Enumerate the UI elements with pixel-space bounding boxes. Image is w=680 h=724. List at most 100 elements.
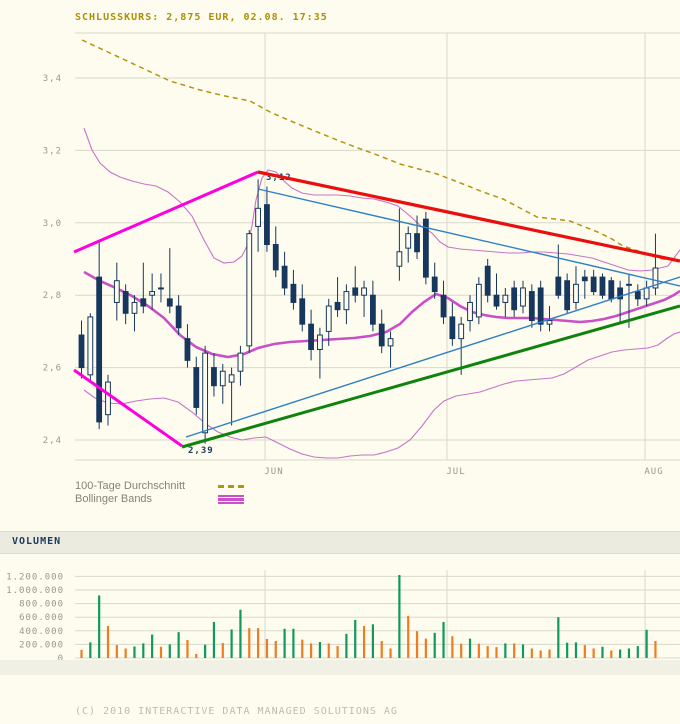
candle-body: [211, 367, 217, 387]
volume-bar: [442, 621, 445, 658]
candle-body: [361, 287, 367, 296]
month-axis-label: AUG: [644, 467, 663, 477]
candle-body: [484, 265, 491, 296]
candle-body: [617, 287, 624, 300]
ma-dashed-line-swatch-icon: [218, 485, 244, 492]
volume-bar: [371, 624, 374, 658]
copyright-footer: (C) 2010 INTERACTIVE DATA MANAGED SOLUTI…: [75, 706, 398, 717]
volume-axis-tick-label: 400.000: [19, 627, 64, 637]
candle-body: [369, 294, 376, 325]
candle-body: [449, 316, 456, 340]
volume-bar: [592, 648, 595, 658]
candle-body: [158, 287, 164, 290]
volume-bar: [248, 628, 251, 658]
volume-bar: [601, 646, 604, 658]
price-axis-tick-label: 3,0: [43, 219, 62, 229]
volume-bar: [283, 628, 286, 658]
bollinger-middle-band-line: [83, 270, 680, 359]
candle-body: [378, 323, 385, 347]
magenta-trendline-upper: [73, 170, 259, 254]
volume-bar: [398, 575, 401, 658]
red-resistance-trendline: [257, 170, 680, 263]
candle-body: [440, 294, 447, 318]
candle-body: [202, 352, 209, 434]
volume-bar: [151, 634, 154, 658]
volume-bar: [115, 645, 118, 658]
candle-body: [149, 291, 156, 296]
price-annotation: 2,39: [188, 446, 214, 456]
volume-bar: [292, 628, 295, 658]
legend-row-bollinger: Bollinger Bands: [75, 493, 335, 506]
candle-body: [626, 283, 632, 286]
candle-body: [343, 291, 350, 311]
candle-body: [458, 323, 465, 340]
green-support-trendline: [181, 304, 680, 449]
candle-body: [255, 207, 261, 227]
price-axis-tick-label: 3,2: [43, 146, 62, 156]
volume-bar: [142, 643, 145, 658]
price-axis-tick-label: 2,6: [43, 364, 62, 374]
bollinger-lower-band-line: [83, 331, 680, 459]
volume-bar: [301, 639, 304, 658]
volume-bar: [574, 642, 578, 658]
volume-bar: [362, 626, 366, 658]
volume-bar: [380, 641, 383, 658]
candle-body: [264, 204, 270, 246]
candle-body: [308, 323, 314, 351]
month-axis-label: JUL: [446, 467, 465, 477]
volume-bar: [230, 629, 233, 658]
volume-bar: [566, 642, 569, 658]
volume-bar: [204, 644, 207, 658]
volume-bar: [133, 646, 136, 658]
volume-bar: [521, 644, 525, 658]
candle-body: [387, 338, 394, 347]
volume-bar: [627, 648, 631, 658]
volume-bar: [636, 646, 639, 658]
candle-body: [590, 276, 597, 293]
blue-trendline-upper: [257, 188, 680, 287]
candle-body: [140, 298, 147, 307]
volume-bar: [336, 646, 339, 658]
volume-bar: [433, 632, 436, 658]
volume-axis-tick-label: 600.000: [19, 613, 64, 623]
candle-body: [634, 291, 641, 300]
candle-body: [299, 298, 306, 325]
candle-body: [493, 294, 500, 307]
volume-bar: [327, 643, 330, 658]
volume-bar: [221, 643, 224, 658]
price-annotation: 3,12: [266, 173, 292, 183]
month-axis-label: JUN: [264, 467, 283, 477]
volume-bar: [274, 641, 277, 658]
candle-body: [546, 320, 553, 325]
volume-bar: [124, 648, 127, 658]
volume-bar: [186, 639, 189, 658]
candle-body: [78, 334, 85, 369]
candle-body: [352, 287, 359, 296]
volume-bar: [619, 649, 622, 658]
candle-body: [511, 287, 518, 311]
volume-bar: [212, 621, 216, 658]
volume-bar: [106, 626, 110, 658]
candle-body: [431, 276, 438, 293]
candle-body: [290, 283, 297, 303]
volume-bar: [257, 628, 260, 658]
volume-bar: [530, 648, 533, 658]
candle-body: [105, 381, 111, 416]
volume-axis-tick-label: 800.000: [19, 600, 64, 610]
volume-bar: [424, 638, 427, 658]
price-axis-tick-label: 2,8: [43, 291, 62, 301]
volume-bar: [168, 644, 171, 658]
candle-body: [467, 301, 473, 322]
legend-row-ma: 100-Tage Durchschnitt: [75, 480, 335, 493]
candle-body: [317, 334, 323, 350]
volume-bar: [345, 633, 348, 658]
candle-body: [113, 280, 120, 303]
candle-body: [599, 276, 606, 296]
candle-body: [246, 233, 253, 347]
volume-axis-tick-label: 1.200.000: [6, 572, 64, 582]
volume-bar: [195, 653, 198, 658]
volume-bar: [495, 647, 498, 658]
volume-bar: [610, 650, 613, 658]
